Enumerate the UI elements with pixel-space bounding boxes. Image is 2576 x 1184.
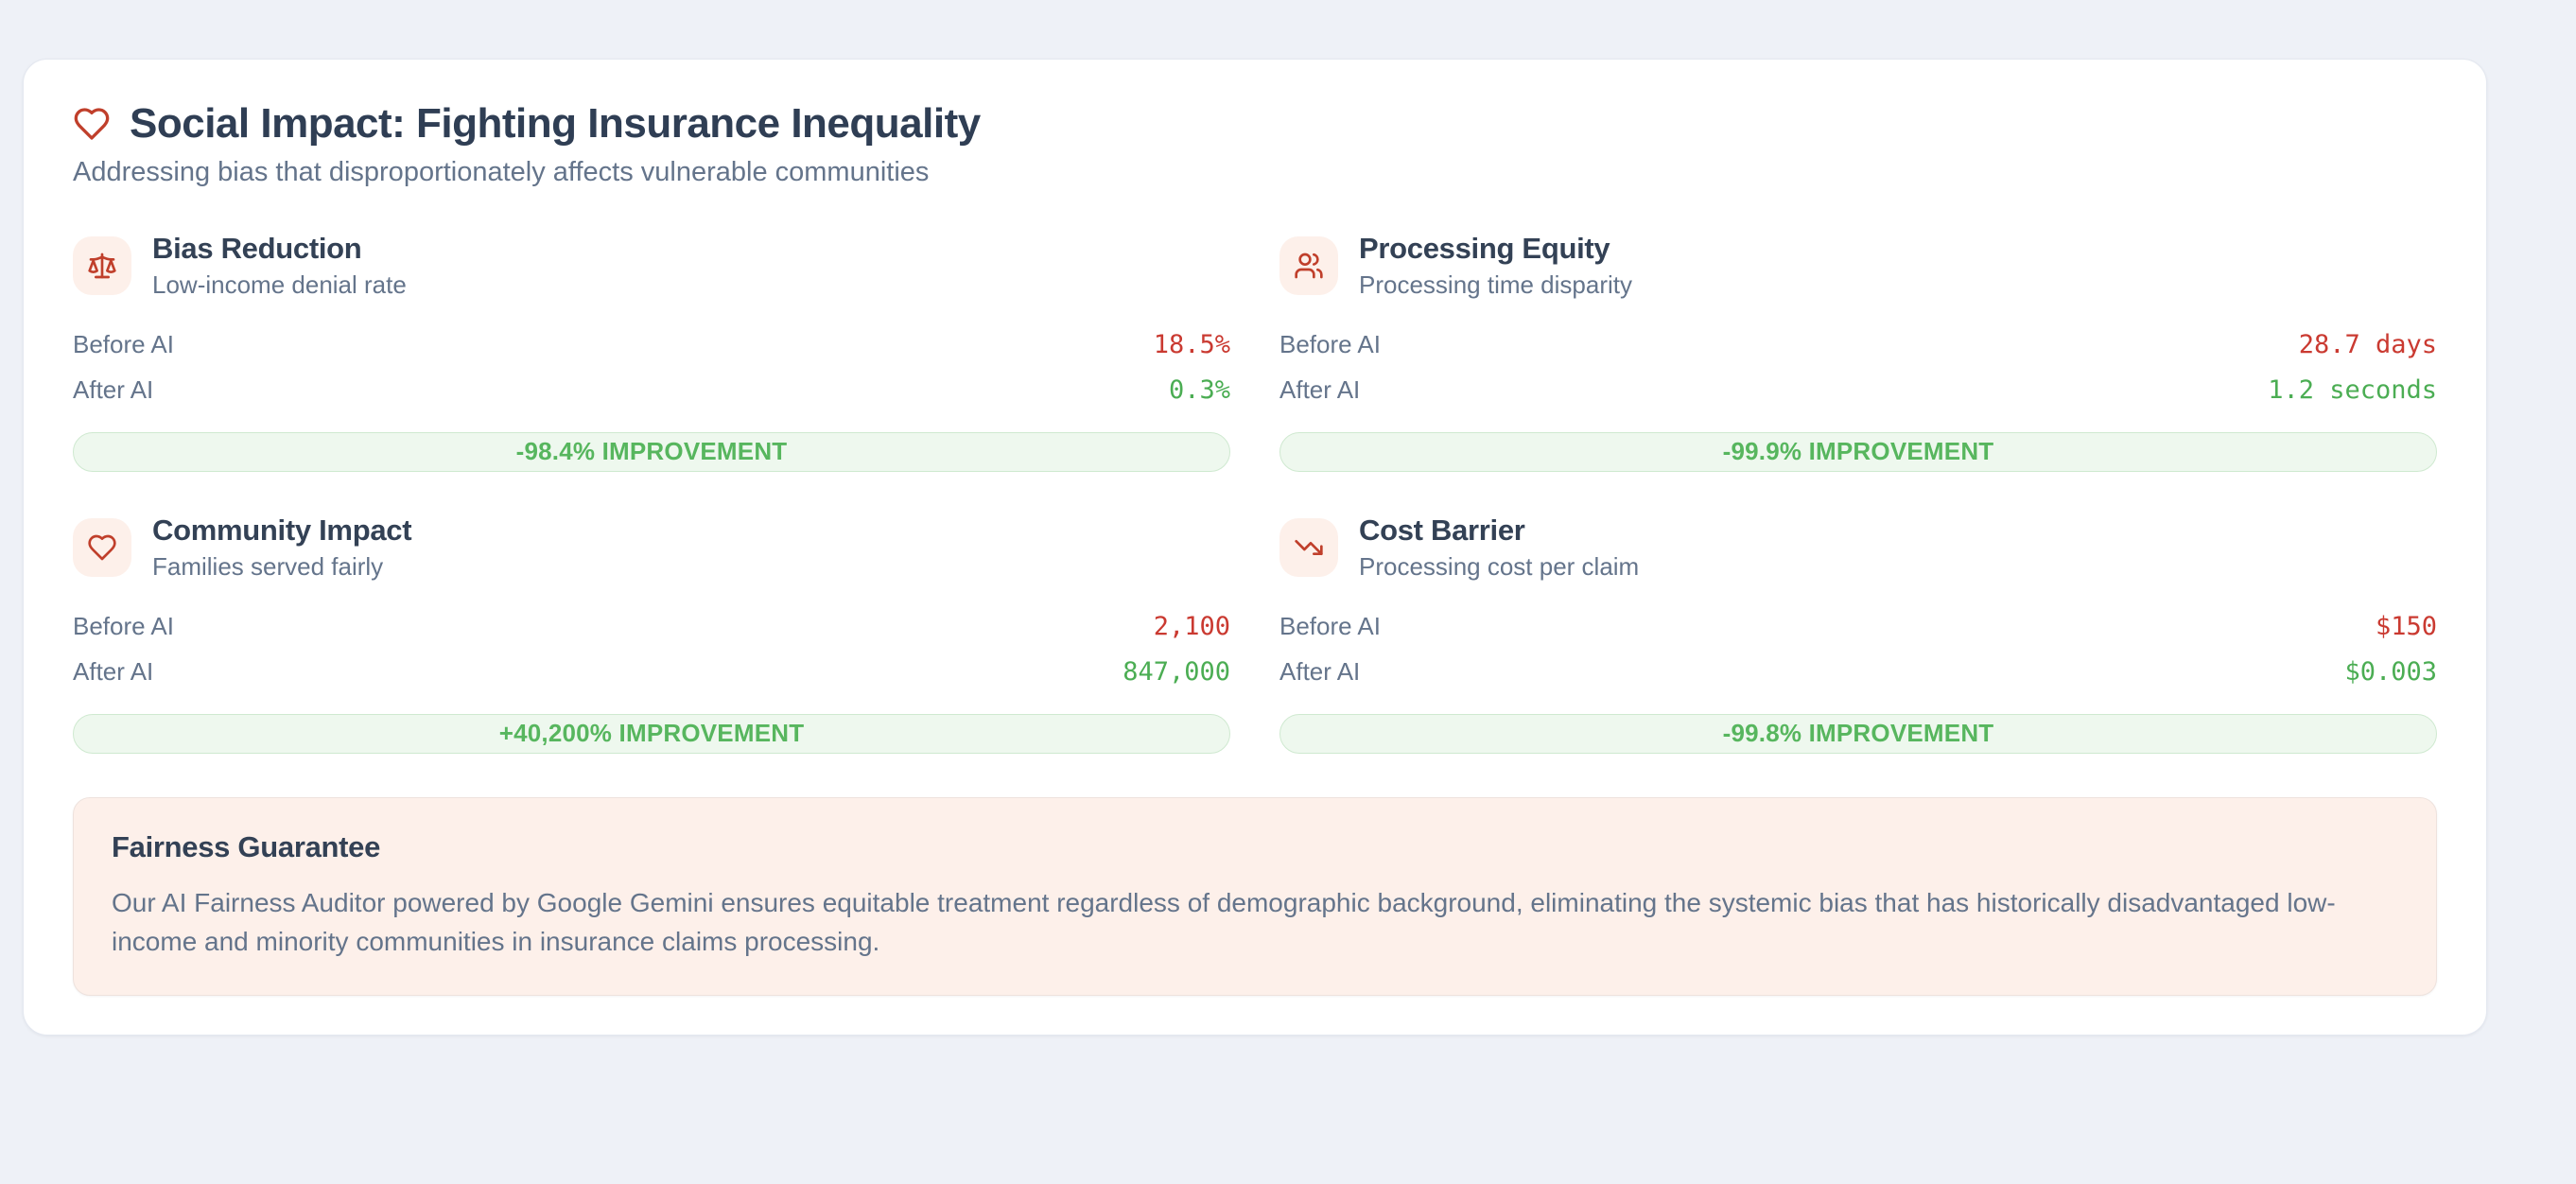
metric-rows: Before AI $150 After AI $0.003	[1279, 604, 2437, 695]
before-ai-label: Before AI	[1279, 330, 1381, 359]
page-subtitle: Addressing bias that disproportionately …	[73, 156, 930, 187]
metric-titles: Processing Equity Processing time dispar…	[1359, 232, 1632, 300]
after-ai-label: After AI	[73, 375, 154, 405]
before-ai-row: Before AI 2,100	[73, 604, 1230, 650]
fairness-body: Our AI Fairness Auditor powered by Googl…	[112, 887, 2336, 956]
after-ai-value: $0.003	[2344, 657, 2437, 688]
metric-rows: Before AI 18.5% After AI 0.3%	[73, 322, 1230, 413]
before-ai-value: 2,100	[1153, 612, 1230, 642]
before-ai-row: Before AI $150	[1279, 604, 2437, 650]
improvement-badge: -99.9% IMPROVEMENT	[1279, 431, 2437, 472]
after-ai-value: 1.2 seconds	[2268, 375, 2437, 406]
page-title: Social Impact: Fighting Insurance Inequa…	[130, 100, 981, 147]
fairness-title: Fairness Guarantee	[112, 829, 381, 863]
before-ai-value: 28.7 days	[2298, 330, 2437, 360]
metric-title: Community Impact	[152, 513, 412, 547]
before-ai-label: Before AI	[73, 330, 174, 359]
metric-rows: Before AI 28.7 days After AI 1.2 seconds	[1279, 322, 2437, 413]
metrics-grid: Bias Reduction Low-income denial rate Be…	[73, 232, 2437, 754]
metric-card-processing-equity: Processing Equity Processing time dispar…	[1279, 232, 2437, 472]
metric-card-community-impact: Community Impact Families served fairly …	[73, 514, 1230, 754]
after-ai-label: After AI	[1279, 375, 1361, 405]
before-ai-label: Before AI	[1279, 612, 1381, 641]
after-ai-label: After AI	[1279, 657, 1361, 687]
scale-icon	[73, 235, 131, 295]
heart-icon	[73, 517, 131, 577]
improvement-badge: +40,200% IMPROVEMENT	[73, 713, 1230, 754]
metric-header: Cost Barrier Processing cost per claim	[1279, 514, 2437, 582]
after-ai-row: After AI 1.2 seconds	[1279, 368, 2437, 413]
metric-titles: Community Impact Families served fairly	[152, 513, 412, 582]
metric-titles: Bias Reduction Low-income denial rate	[152, 232, 407, 300]
after-ai-value: 0.3%	[1168, 375, 1230, 406]
after-ai-row: After AI 847,000	[73, 650, 1230, 695]
users-icon	[1279, 235, 1338, 295]
after-ai-label: After AI	[73, 657, 154, 687]
before-ai-row: Before AI 18.5%	[73, 322, 1230, 368]
metric-title: Bias Reduction	[152, 231, 362, 265]
improvement-badge: -99.8% IMPROVEMENT	[1279, 713, 2437, 754]
metric-header: Processing Equity Processing time dispar…	[1279, 232, 2437, 300]
improvement-badge: -98.4% IMPROVEMENT	[73, 431, 1230, 472]
metric-header: Community Impact Families served fairly	[73, 514, 1230, 582]
trending-down-icon	[1279, 517, 1338, 577]
metric-subtitle: Processing time disparity	[1359, 270, 1632, 299]
social-impact-card: Social Impact: Fighting Insurance Inequa…	[23, 59, 2487, 1036]
metric-rows: Before AI 2,100 After AI 847,000	[73, 604, 1230, 695]
metric-header: Bias Reduction Low-income denial rate	[73, 232, 1230, 300]
metric-title: Processing Equity	[1359, 231, 1610, 265]
metric-subtitle: Processing cost per claim	[1359, 551, 1640, 581]
card-header: Social Impact: Fighting Insurance Inequa…	[73, 99, 2437, 149]
after-ai-row: After AI 0.3%	[73, 368, 1230, 413]
metric-titles: Cost Barrier Processing cost per claim	[1359, 514, 1639, 582]
before-ai-value: $150	[2375, 612, 2437, 642]
metric-card-bias-reduction: Bias Reduction Low-income denial rate Be…	[73, 232, 1230, 472]
before-ai-value: 18.5%	[1153, 330, 1230, 360]
fairness-guarantee-panel: Fairness Guarantee Our AI Fairness Audit…	[73, 796, 2437, 996]
metric-title: Cost Barrier	[1359, 513, 1525, 547]
before-ai-label: Before AI	[73, 612, 174, 641]
before-ai-row: Before AI 28.7 days	[1279, 322, 2437, 368]
metric-subtitle: Low-income denial rate	[152, 270, 407, 299]
metric-subtitle: Families served fairly	[152, 551, 384, 581]
heart-icon	[73, 105, 111, 143]
after-ai-row: After AI $0.003	[1279, 650, 2437, 695]
metric-card-cost-barrier: Cost Barrier Processing cost per claim B…	[1279, 514, 2437, 754]
after-ai-value: 847,000	[1123, 657, 1230, 688]
